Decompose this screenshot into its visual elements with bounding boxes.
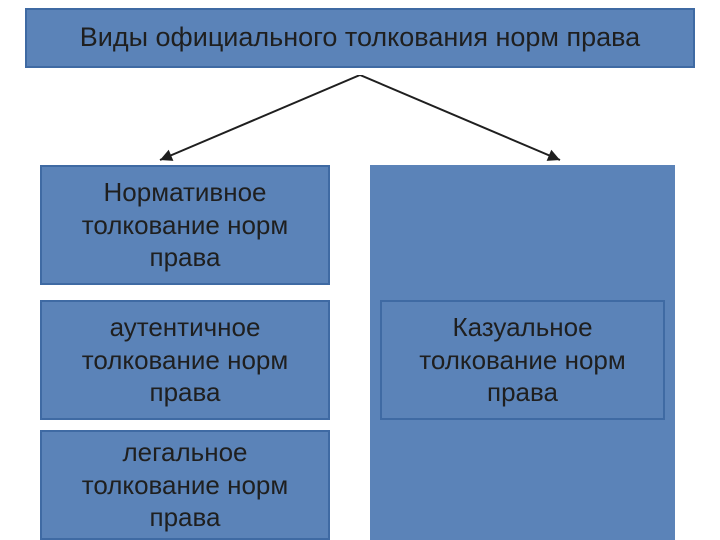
authentic-box: аутентичное толкование норм права (40, 300, 330, 420)
casual-box: Казуальное толкование норм права (380, 300, 665, 420)
header-title: Виды официального толкования норм права (80, 21, 640, 55)
normative-label: Нормативное толкование норм права (50, 176, 320, 274)
normative-box: Нормативное толкование норм права (40, 165, 330, 285)
authentic-label: аутентичное толкование норм права (50, 311, 320, 409)
casual-label: Казуальное толкование норм права (390, 311, 655, 409)
branch-arrows (144, 75, 576, 176)
legal-box: легальное толкование норм права (40, 430, 330, 540)
legal-label: легальное толкование норм права (50, 436, 320, 534)
header-box: Виды официального толкования норм права (25, 8, 695, 68)
